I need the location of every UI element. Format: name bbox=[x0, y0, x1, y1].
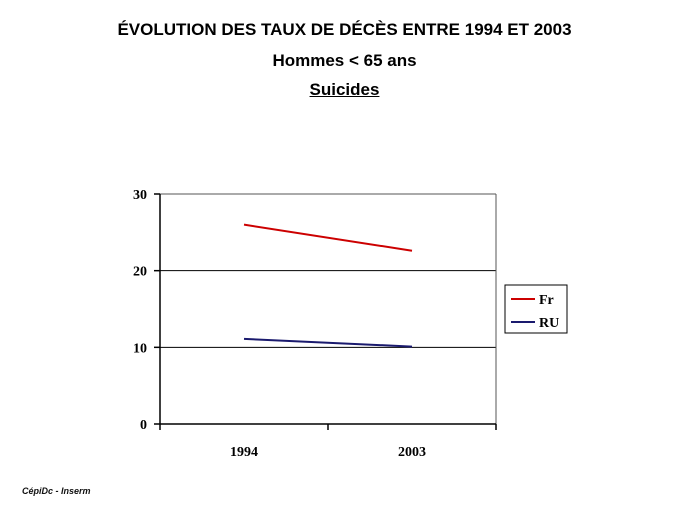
legend: Fr RU bbox=[504, 284, 568, 334]
x-tick-label: 1994 bbox=[230, 445, 258, 460]
x-tick-label: 2003 bbox=[398, 445, 426, 460]
series-line-ru bbox=[243, 337, 413, 348]
series-line-fr bbox=[243, 223, 413, 252]
plot-area: 0 10 20 30 1994 2003 bbox=[133, 188, 497, 460]
y-tick-label: 0 bbox=[140, 418, 147, 433]
legend-box bbox=[504, 284, 568, 334]
y-tick-label: 20 bbox=[133, 265, 147, 280]
chart-title: ÉVOLUTION DES TAUX DE DÉCÈS ENTRE 1994 E… bbox=[117, 20, 572, 39]
chart-topic: Suicides bbox=[0, 80, 689, 100]
chart-subtitle: Hommes < 65 ans bbox=[272, 51, 417, 70]
y-tick-label: 10 bbox=[133, 341, 147, 356]
y-tick-label: 30 bbox=[133, 188, 147, 203]
topic-label: Suicides bbox=[309, 80, 380, 99]
footer-credit: CépiDc - Inserm bbox=[22, 486, 91, 496]
legend-label: Fr bbox=[539, 293, 554, 308]
legend-label: RU bbox=[539, 316, 559, 331]
